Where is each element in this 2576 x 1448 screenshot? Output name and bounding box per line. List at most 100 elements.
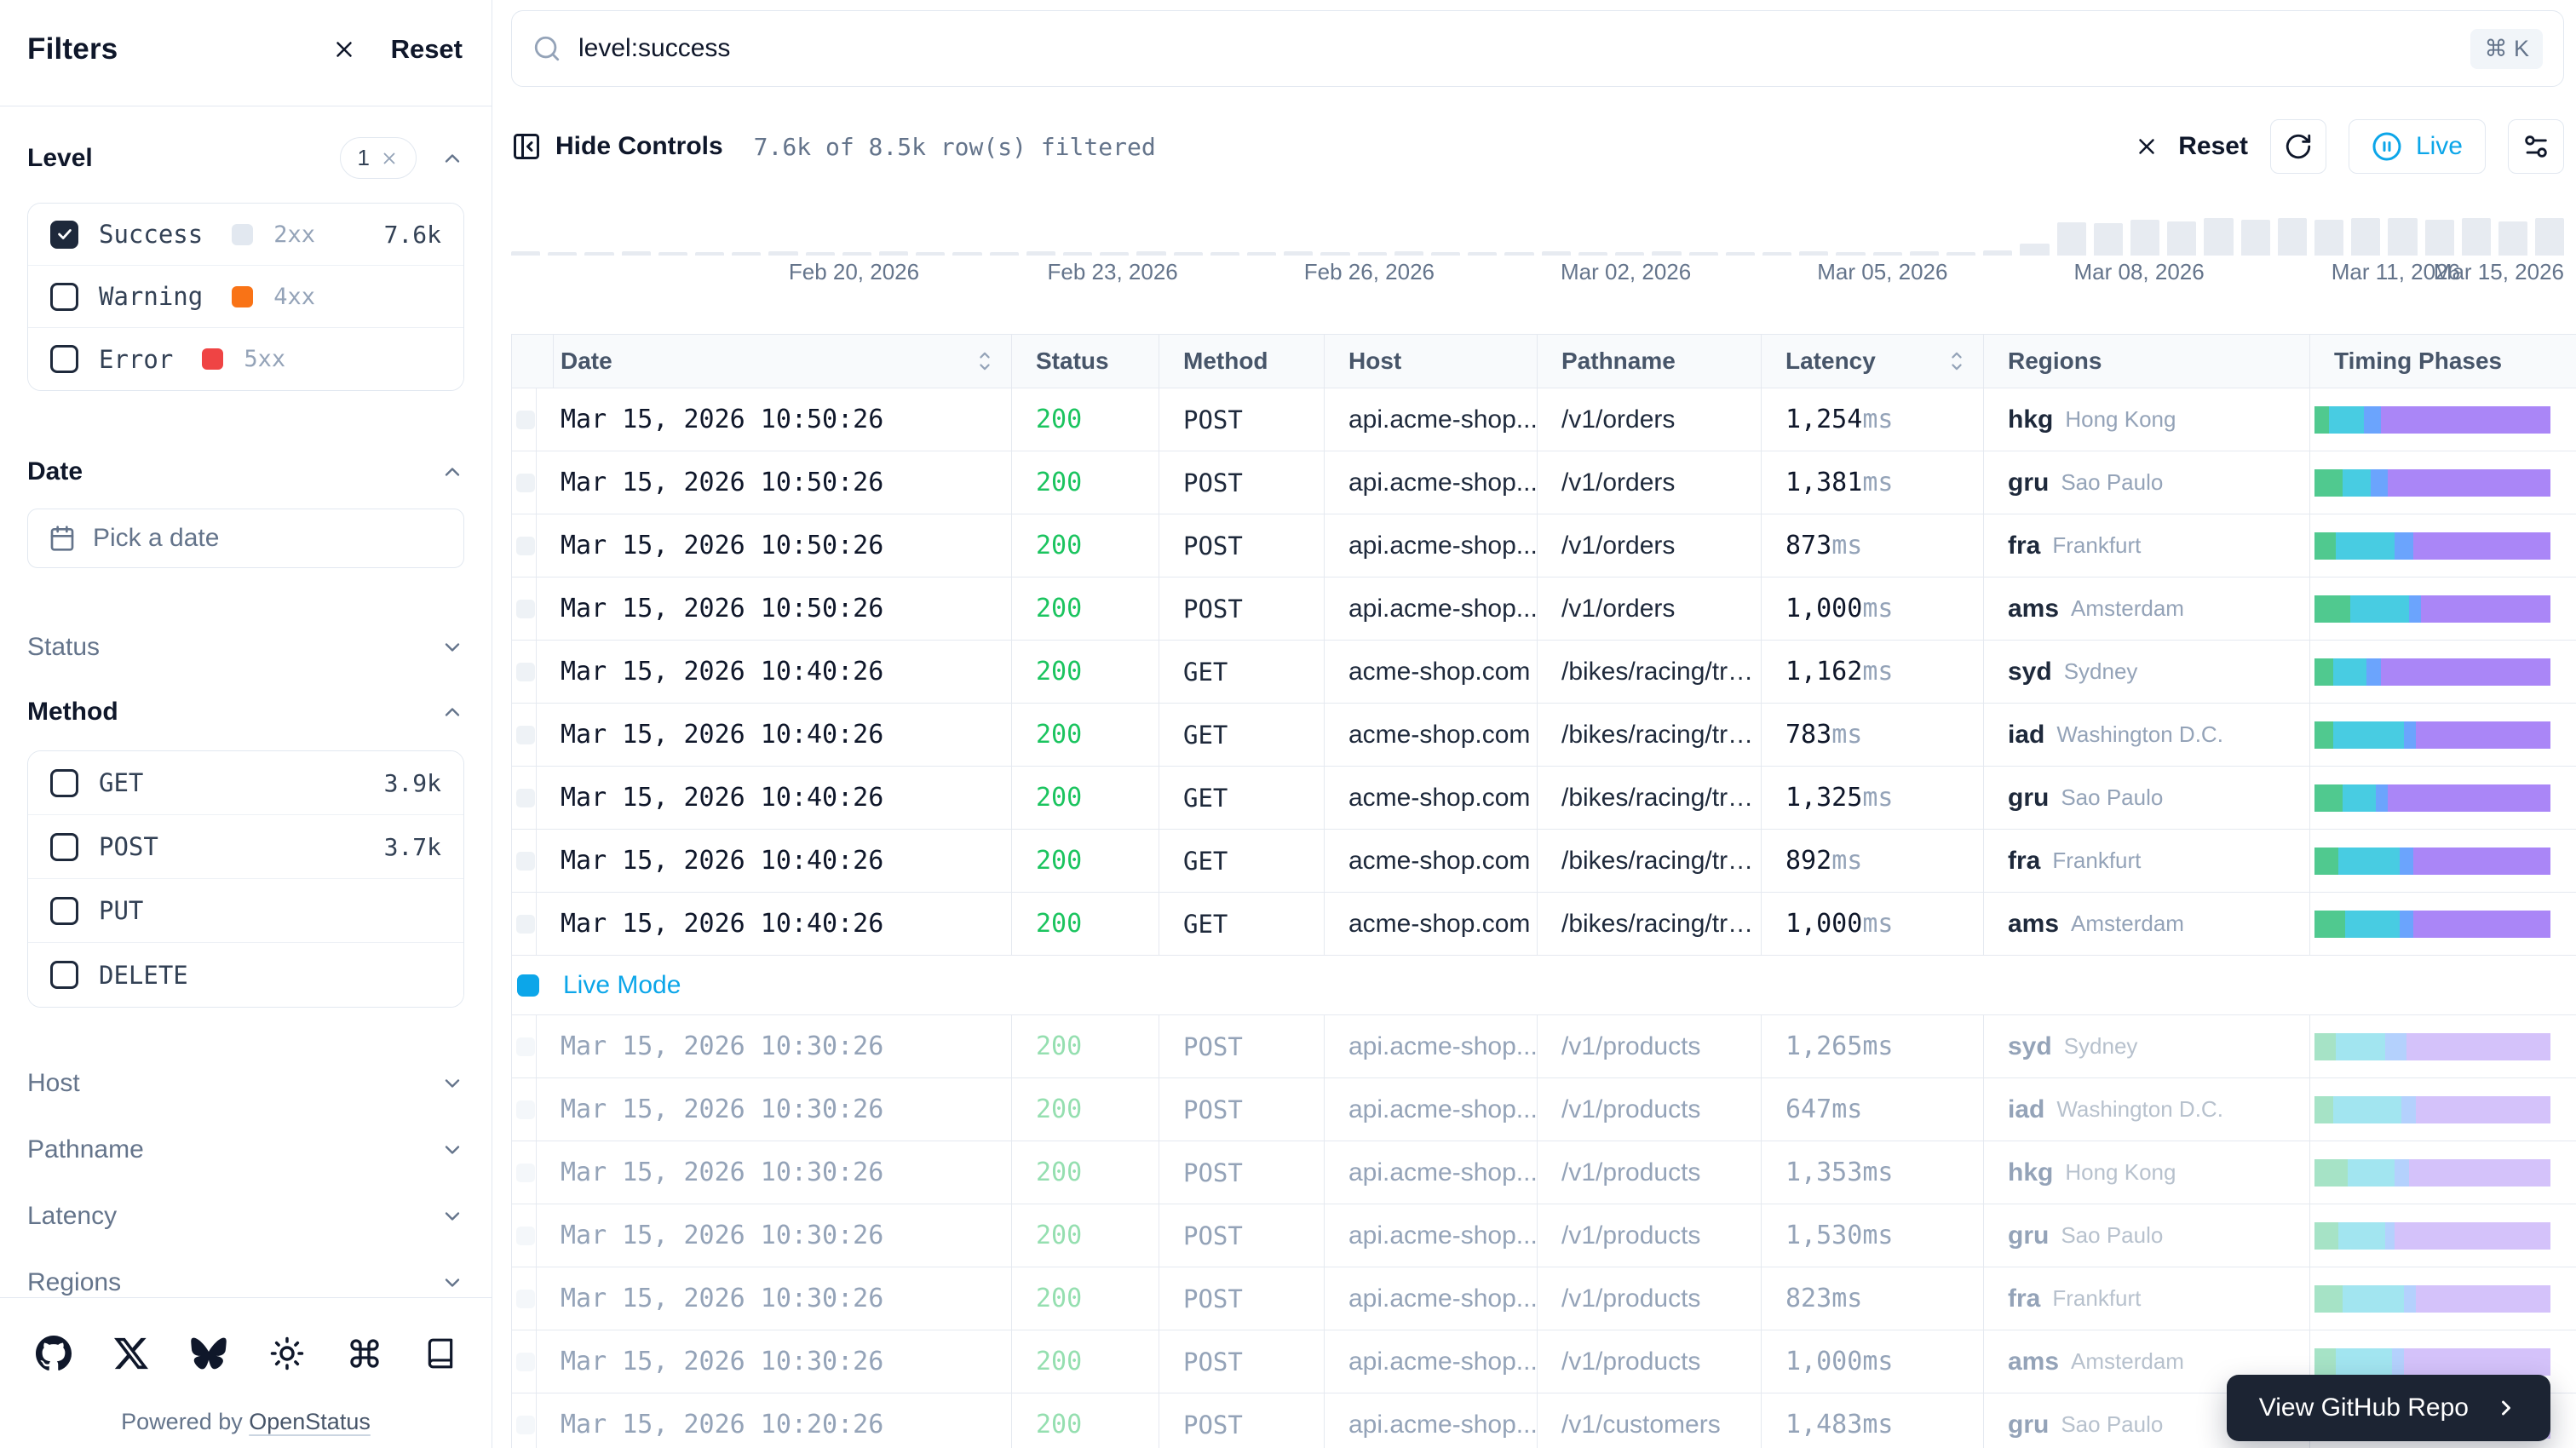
level-option-error[interactable]: Error5xx: [28, 328, 463, 390]
histogram-bar[interactable]: [1284, 251, 1313, 256]
row-checkbox[interactable]: [516, 1416, 535, 1434]
histogram-bar[interactable]: [2498, 221, 2527, 256]
histogram-bar[interactable]: [1983, 250, 2012, 256]
method-section-header[interactable]: Method: [27, 698, 464, 727]
sidebar-item-pathname[interactable]: Pathname: [27, 1135, 464, 1164]
histogram-bar[interactable]: [1026, 251, 1055, 256]
row-checkbox[interactable]: [516, 537, 535, 555]
histogram-bar[interactable]: [1394, 251, 1423, 256]
histogram-bar[interactable]: [2351, 218, 2380, 256]
histogram-bar[interactable]: [584, 252, 613, 256]
checkbox-put[interactable]: [50, 897, 78, 925]
histogram-bar[interactable]: [2425, 220, 2454, 256]
search-input[interactable]: level:success ⌘ K: [511, 10, 2564, 87]
histogram-bar[interactable]: [1320, 252, 1349, 256]
level-option-success[interactable]: Success2xx7.6k: [28, 204, 463, 266]
table-row[interactable]: Mar 15, 2026 10:50:26200POSTapi.acme-sho…: [512, 388, 2576, 451]
histogram-bar[interactable]: [1726, 252, 1755, 256]
table-row[interactable]: Mar 15, 2026 10:40:26200GETacme-shop.com…: [512, 704, 2576, 767]
toolbar-reset-button[interactable]: Reset: [2134, 132, 2248, 161]
row-checkbox[interactable]: [516, 1100, 535, 1119]
sidebar-item-host[interactable]: Host: [27, 1069, 464, 1098]
column-header-date[interactable]: Date: [537, 335, 1012, 388]
level-section-header[interactable]: Level 1: [27, 137, 464, 179]
histogram-bar[interactable]: [1762, 252, 1791, 256]
histogram-bar[interactable]: [695, 252, 724, 256]
histogram-bar[interactable]: [1946, 252, 1975, 256]
table-row[interactable]: Mar 15, 2026 10:50:26200POSTapi.acme-sho…: [512, 451, 2576, 514]
row-checkbox[interactable]: [516, 600, 535, 618]
table-row[interactable]: Mar 15, 2026 10:30:26200POSTapi.acme-sho…: [512, 1141, 2576, 1204]
row-checkbox[interactable]: [516, 852, 535, 871]
histogram-bar[interactable]: [622, 251, 651, 256]
histogram-bar[interactable]: [1652, 251, 1681, 256]
histogram-bar[interactable]: [2314, 220, 2343, 256]
histogram-bar[interactable]: [952, 252, 981, 256]
histogram-bar[interactable]: [1174, 252, 1203, 256]
row-checkbox[interactable]: [516, 411, 535, 429]
histogram-bar[interactable]: [2462, 218, 2491, 256]
histogram-bar[interactable]: [2241, 220, 2270, 256]
histogram-bar[interactable]: [732, 252, 761, 256]
histogram-bar[interactable]: [1542, 251, 1571, 256]
row-checkbox[interactable]: [516, 1353, 535, 1371]
date-picker-input[interactable]: Pick a date: [27, 509, 464, 568]
histogram-bar[interactable]: [2204, 218, 2233, 256]
table-row[interactable]: Mar 15, 2026 10:40:26200GETacme-shop.com…: [512, 830, 2576, 893]
openstatus-link[interactable]: OpenStatus: [249, 1409, 371, 1434]
row-checkbox[interactable]: [516, 1164, 535, 1182]
row-checkbox[interactable]: [516, 789, 535, 807]
histogram-bar[interactable]: [1468, 252, 1497, 256]
method-option-put[interactable]: PUT: [28, 879, 463, 943]
row-checkbox[interactable]: [516, 663, 535, 681]
histogram-bar[interactable]: [1063, 252, 1092, 256]
sidebar-item-regions[interactable]: Regions: [27, 1268, 464, 1297]
histogram-bar[interactable]: [916, 252, 945, 256]
table-row[interactable]: Mar 15, 2026 10:30:26200POSTapi.acme-sho…: [512, 1204, 2576, 1267]
table-row[interactable]: Mar 15, 2026 10:40:26200GETacme-shop.com…: [512, 893, 2576, 956]
row-checkbox[interactable]: [516, 1290, 535, 1308]
close-filters-icon[interactable]: [331, 37, 357, 62]
row-checkbox[interactable]: [516, 1227, 535, 1245]
histogram-bar[interactable]: [511, 251, 540, 256]
checkbox-get[interactable]: [50, 769, 78, 797]
histogram-bar[interactable]: [1100, 252, 1129, 256]
x-twitter-icon[interactable]: [114, 1336, 148, 1370]
sort-chevrons-icon[interactable]: [975, 348, 994, 374]
sort-chevrons-icon[interactable]: [1947, 348, 1966, 374]
row-checkbox[interactable]: [516, 726, 535, 744]
histogram-bar[interactable]: [1247, 252, 1276, 256]
histogram-bar[interactable]: [768, 251, 797, 256]
refresh-button[interactable]: [2270, 119, 2326, 174]
histogram-bar[interactable]: [990, 252, 1019, 256]
live-mode-row[interactable]: Live Mode: [512, 956, 2576, 1015]
table-row[interactable]: Mar 15, 2026 10:50:26200POSTapi.acme-sho…: [512, 577, 2576, 641]
histogram-bar[interactable]: [658, 252, 687, 256]
histogram-bar[interactable]: [1873, 252, 1902, 256]
histogram-bar[interactable]: [1210, 252, 1239, 256]
view-github-repo-button[interactable]: View GitHub Repo: [2227, 1375, 2550, 1441]
github-icon[interactable]: [36, 1336, 72, 1371]
histogram-bar[interactable]: [1615, 252, 1644, 256]
checkbox-success[interactable]: [50, 221, 78, 249]
row-checkbox[interactable]: [516, 915, 535, 934]
level-filter-count-badge[interactable]: 1: [340, 137, 417, 179]
live-toggle-button[interactable]: Live: [2349, 119, 2486, 174]
row-checkbox[interactable]: [516, 474, 535, 492]
checkbox-warning[interactable]: [50, 283, 78, 311]
view-settings-button[interactable]: [2508, 119, 2564, 174]
histogram-bar[interactable]: [1358, 252, 1387, 256]
histogram-bar[interactable]: [2167, 221, 2196, 256]
histogram-bar[interactable]: [2130, 220, 2159, 256]
table-row[interactable]: Mar 15, 2026 10:40:26200GETacme-shop.com…: [512, 767, 2576, 830]
histogram-bar[interactable]: [1910, 251, 1939, 256]
sidebar-reset-button[interactable]: Reset: [391, 34, 463, 65]
table-row[interactable]: Mar 15, 2026 10:40:26200GETacme-shop.com…: [512, 641, 2576, 704]
checkbox-delete[interactable]: [50, 961, 78, 989]
date-section-header[interactable]: Date: [27, 457, 464, 486]
histogram-bar[interactable]: [1431, 252, 1460, 256]
status-section-header[interactable]: Status: [27, 633, 464, 662]
histogram-bar[interactable]: [548, 252, 577, 256]
histogram-bar[interactable]: [2535, 218, 2564, 256]
method-option-post[interactable]: POST3.7k: [28, 815, 463, 879]
